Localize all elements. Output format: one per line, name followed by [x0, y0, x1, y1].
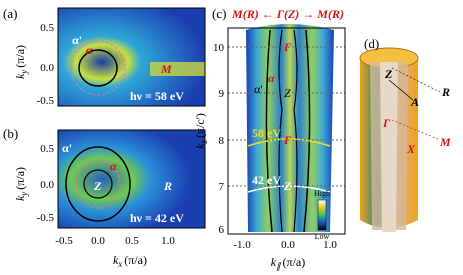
symbol: k	[113, 253, 119, 267]
panel-d: (d) Z A R Γ X M	[359, 36, 451, 232]
annotation: 42 eV	[252, 173, 281, 187]
point-label: X	[406, 142, 416, 156]
annotation: Γ	[283, 133, 292, 147]
y-tick-label: -0.5	[37, 212, 55, 224]
annotation: α'	[72, 33, 82, 47]
unit: (π/a)	[13, 45, 27, 68]
annotation: hν = 42 eV	[130, 211, 184, 225]
y-tick-label: 0.0	[40, 179, 54, 191]
y-tick-label: 6	[219, 224, 225, 236]
fermi-contour	[70, 40, 126, 96]
point-label: M	[439, 135, 451, 149]
y-tick-label: 9	[219, 88, 225, 100]
subscript: ∥	[276, 261, 282, 271]
cut-line	[247, 138, 331, 147]
panel-a: (a) 0.5 0.0 -0.5 ky (π/a) α' α M hν = 58 …	[3, 6, 206, 107]
annotation: α	[110, 159, 117, 173]
colorbar-label: Low	[315, 232, 330, 241]
annotation: Z	[93, 179, 102, 193]
guide-line	[391, 119, 441, 141]
annotation: α'	[254, 82, 262, 96]
annotation: 58 eV	[252, 126, 281, 140]
unit: (π/c')	[193, 113, 207, 138]
x-tick-label: 1.0	[161, 235, 175, 247]
frame	[57, 7, 206, 107]
subscript: x	[117, 259, 122, 269]
point-label: Γ	[382, 116, 391, 130]
y-axis-label: ky (π/a)	[13, 45, 29, 79]
panel-label: (b)	[3, 126, 18, 141]
panel-label: (a)	[3, 6, 17, 21]
dispersion-line	[265, 29, 311, 233]
y-tick-label: 7	[219, 181, 225, 193]
annotation: Γ	[283, 40, 292, 54]
unit: (π/a)	[124, 253, 147, 267]
x-tick-label: 0.0	[281, 239, 295, 251]
fermi-contour	[83, 169, 113, 199]
x-tick-label: -0.5	[55, 235, 73, 247]
annotation: R	[163, 179, 172, 193]
x-axis-label: k∥ (π/a)	[271, 255, 306, 271]
panel-label: (c)	[212, 6, 226, 21]
guide-line	[388, 79, 414, 101]
x-tick-label: 1.0	[323, 239, 337, 251]
frame	[227, 27, 346, 235]
point-label: A	[410, 95, 419, 109]
cut-plane	[380, 62, 398, 232]
unit: (π/a)	[13, 167, 27, 190]
panel-label: (d)	[364, 36, 379, 51]
fermi-contour	[78, 49, 118, 87]
colorbar-label: High	[314, 189, 330, 198]
frame	[57, 129, 206, 229]
y-tick-label: 0.0	[40, 62, 54, 74]
symbol: k	[13, 73, 27, 79]
x-tick-label: -1.0	[233, 239, 251, 251]
heatmap-feature	[150, 62, 205, 76]
subscript: y	[19, 70, 29, 75]
unit: (π/a)	[283, 255, 306, 269]
colorbar	[317, 199, 327, 231]
y-tick-label: 8	[219, 135, 225, 147]
symbol: k	[13, 195, 27, 201]
x-tick-label: 0.0	[91, 235, 105, 247]
annotation: Z	[283, 179, 292, 193]
symbol: k	[193, 143, 207, 149]
dispersion-line	[278, 29, 298, 233]
symbol: k	[271, 255, 277, 269]
point-label: R	[441, 85, 450, 99]
annotation: α'	[62, 141, 72, 155]
y-tick-label: 0.5	[40, 143, 54, 155]
annotation: hν = 58 eV	[130, 89, 184, 103]
y-tick-label: -0.5	[37, 95, 55, 107]
y-axis-label: kz (π/c')	[193, 113, 209, 149]
fermi-contour	[75, 159, 121, 209]
subscript: y	[19, 192, 29, 197]
panel-b: (b) 0.5 0.0 -0.5 -0.5 0.0 0.5 1.0 ky(π/a…	[3, 126, 206, 269]
y-tick-label: 10	[213, 42, 225, 54]
panel-c: (c) M(R) ← Γ(Z) → M(R) 10 9 8 7 6 -1.0 0…	[193, 6, 346, 271]
fermi-contour	[65, 146, 131, 222]
annotation: α	[268, 71, 275, 85]
x-axis-label: kx (π/a)	[113, 253, 147, 269]
annotation: Z	[284, 86, 291, 100]
guide-line	[391, 67, 441, 93]
subscript: z	[199, 140, 209, 145]
y-axis-label: ky (π/a)	[13, 167, 29, 201]
y-tick-label: 0.5	[40, 22, 54, 34]
annotation: α	[86, 43, 93, 57]
x-tick-label: 0.5	[125, 235, 139, 247]
point-label: Z	[384, 67, 393, 81]
annotation: M	[160, 62, 172, 76]
panel-title: M(R) ← Γ(Z) → M(R)	[231, 7, 344, 21]
heatmap	[58, 130, 205, 228]
